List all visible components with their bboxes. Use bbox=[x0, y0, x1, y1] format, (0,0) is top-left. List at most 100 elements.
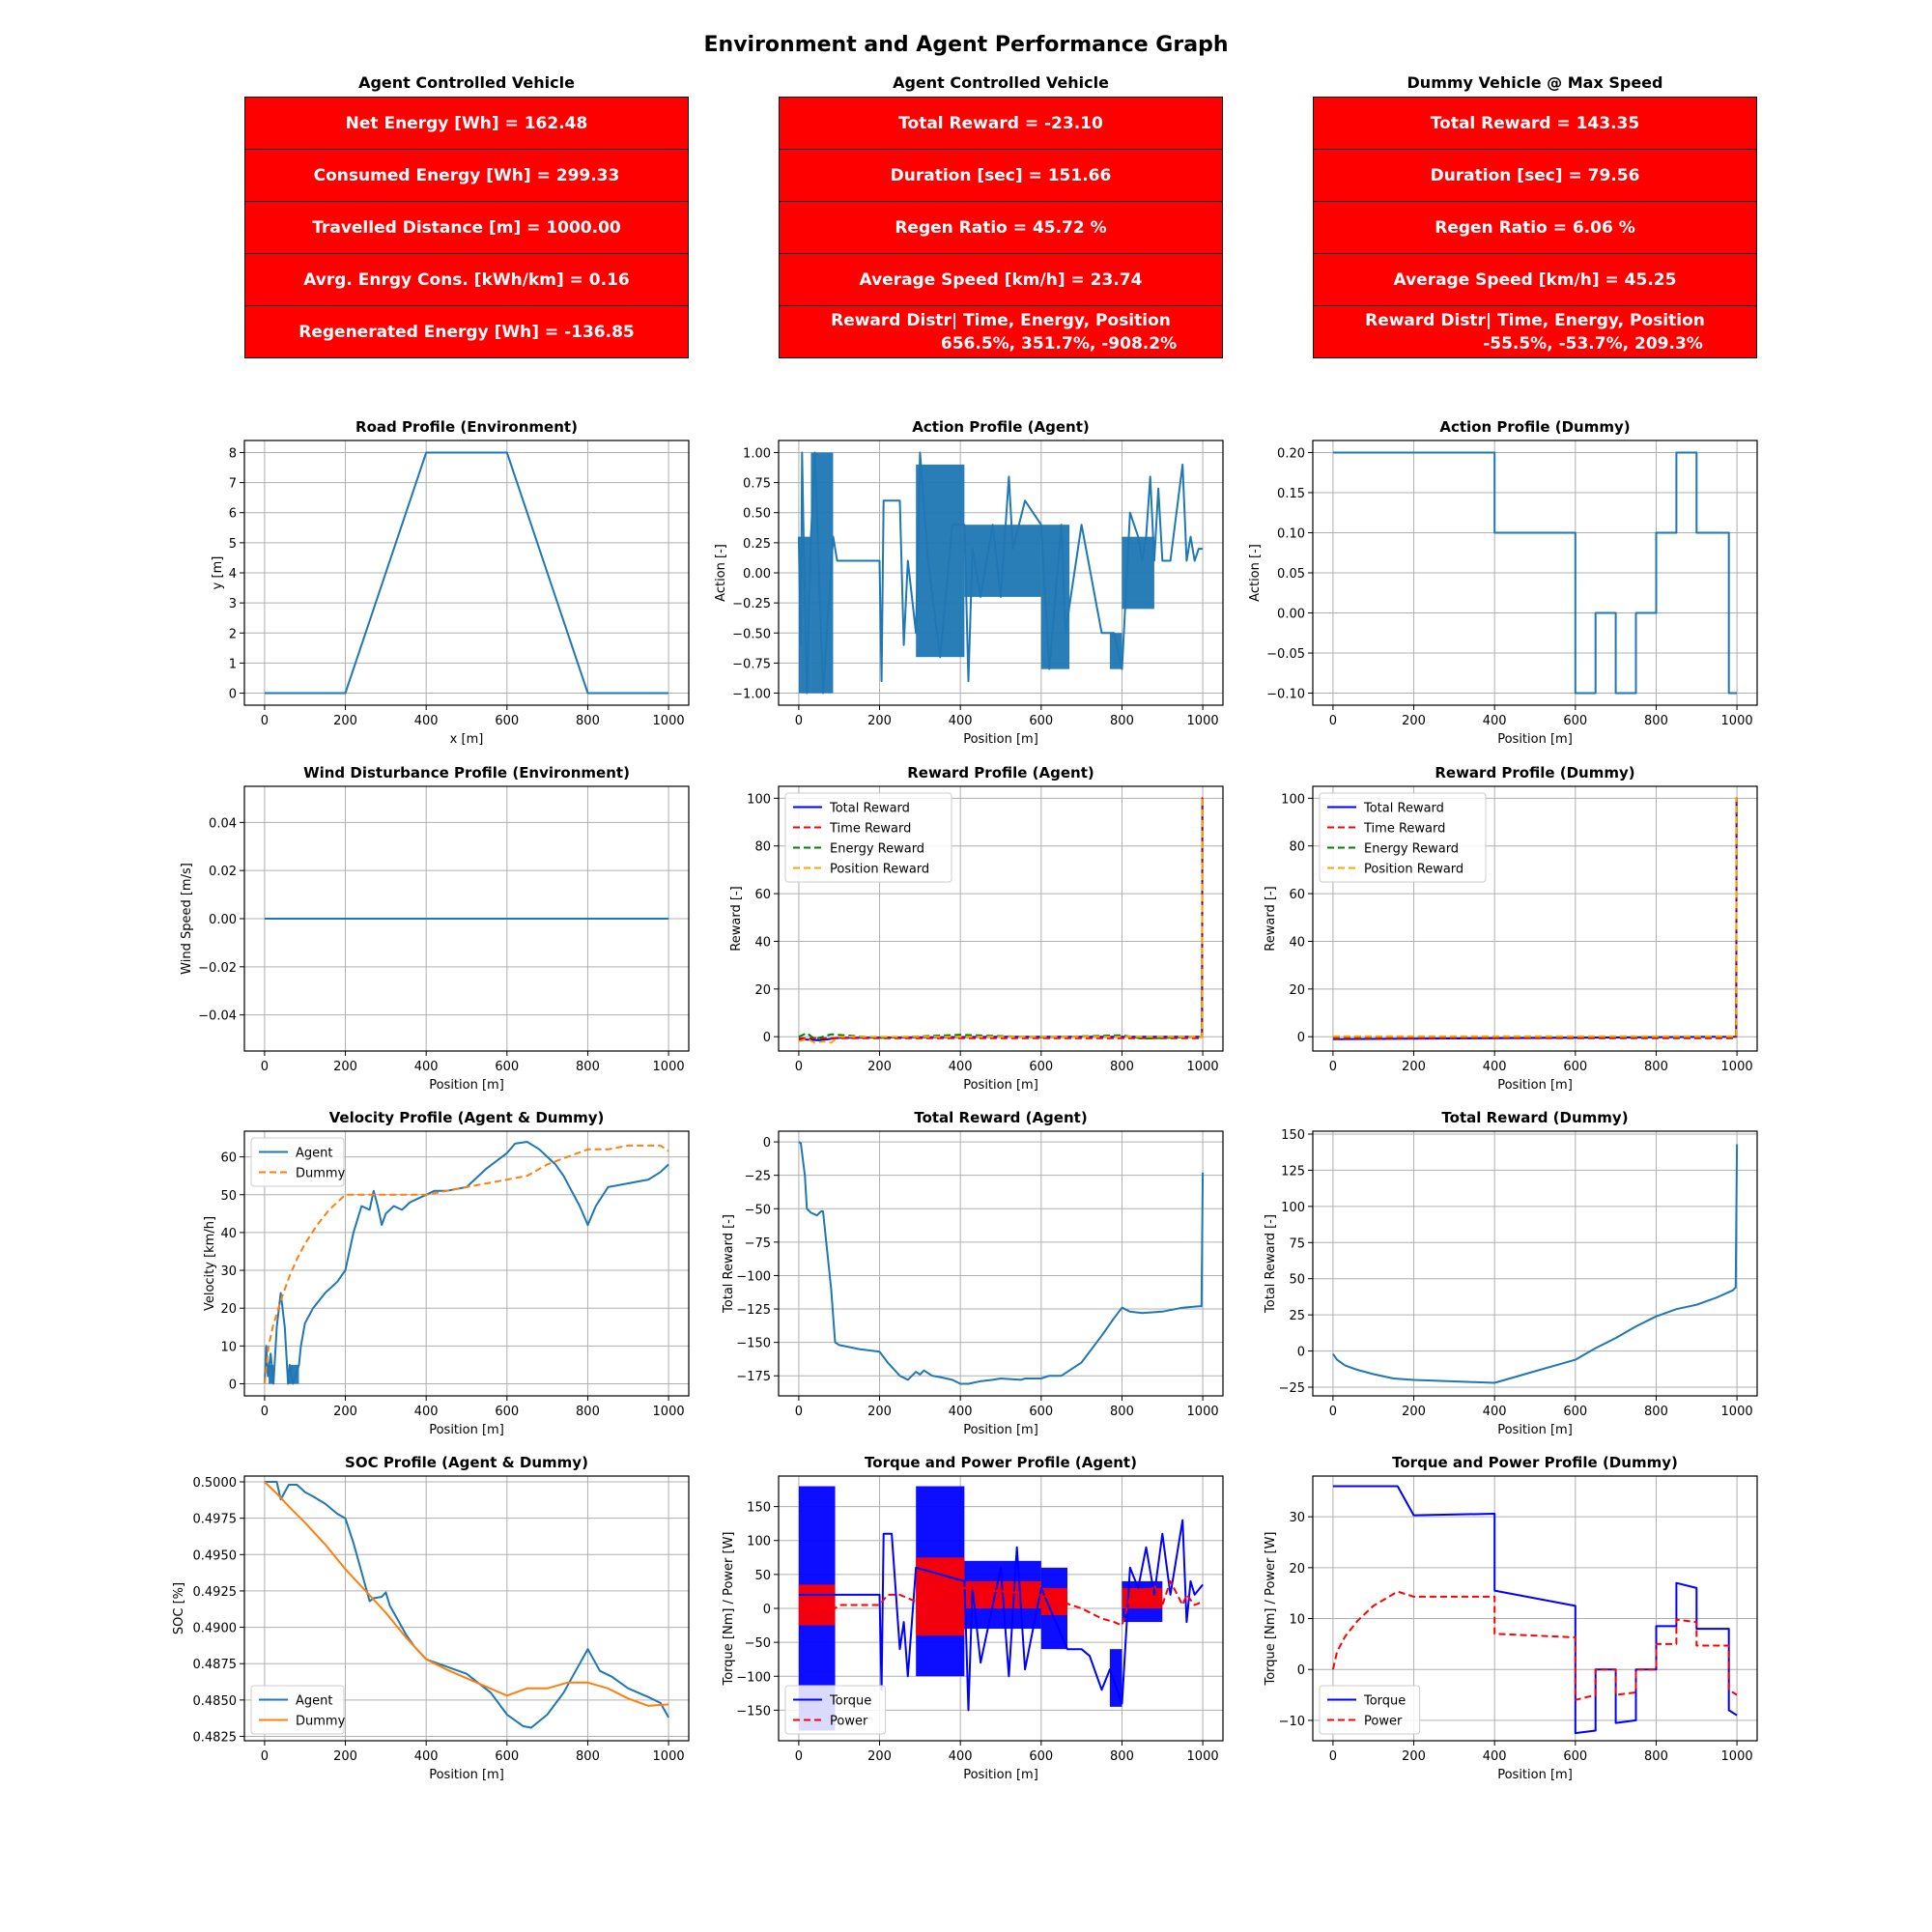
x-axis-label: Position [m] bbox=[1497, 1078, 1573, 1093]
y-tick-label: 20 bbox=[220, 1302, 237, 1317]
legend-entry: Time Reward bbox=[1363, 822, 1445, 837]
y-tick-label: −25 bbox=[745, 1170, 771, 1184]
x-tick-label: 600 bbox=[495, 1405, 519, 1419]
x-tick-label: 1000 bbox=[653, 1749, 685, 1764]
table-cell: Average Speed [km/h] = 45.25 bbox=[1313, 253, 1757, 306]
legend-entry: Time Reward bbox=[829, 822, 911, 837]
y-tick-label: −25 bbox=[1279, 1381, 1305, 1396]
plot-frame bbox=[1312, 1475, 1758, 1742]
y-tick-label: 0.00 bbox=[1277, 608, 1305, 622]
x-tick-label: 400 bbox=[949, 1405, 973, 1419]
legend-entry: Energy Reward bbox=[1364, 842, 1459, 857]
table-dummy-reward: Total Reward = 143.35 Duration [sec] = 7… bbox=[1313, 97, 1757, 358]
table-cell: Total Reward = -23.10 bbox=[779, 97, 1223, 150]
y-tick-label: 0.4875 bbox=[193, 1658, 238, 1672]
table-cell: Travelled Distance [m] = 1000.00 bbox=[244, 201, 689, 254]
x-tick-label: 1000 bbox=[1721, 1405, 1753, 1419]
x-tick-label: 1000 bbox=[1187, 1060, 1219, 1074]
x-tick-label: 800 bbox=[1644, 1405, 1668, 1419]
y-tick-label: 20 bbox=[754, 983, 771, 998]
x-axis-label: Position [m] bbox=[963, 1768, 1038, 1782]
y-tick-label: 60 bbox=[754, 888, 771, 902]
x-tick-label: 600 bbox=[495, 1749, 519, 1764]
table-cell: Total Reward = 143.35 bbox=[1313, 97, 1757, 150]
legend-box bbox=[784, 792, 952, 883]
legend-box bbox=[1319, 792, 1487, 883]
y-tick-label: 0 bbox=[763, 1031, 771, 1045]
y-tick-label: 0 bbox=[1297, 1031, 1305, 1045]
y-tick-label: −100 bbox=[736, 1670, 771, 1685]
y-tick-label: 125 bbox=[1281, 1164, 1305, 1179]
x-tick-label: 1000 bbox=[653, 1060, 685, 1074]
x-tick-label: 0 bbox=[1329, 1749, 1337, 1764]
y-tick-label: 0.4825 bbox=[193, 1730, 238, 1745]
series-line bbox=[264, 451, 669, 695]
plot-frame bbox=[778, 785, 1224, 1052]
y-tick-label: −50 bbox=[745, 1203, 771, 1217]
reward-distr-label: Reward Distr| Time, Energy, Position bbox=[1365, 310, 1705, 330]
table-agent-reward: Total Reward = -23.10 Duration [sec] = 1… bbox=[779, 97, 1223, 358]
x-tick-label: 200 bbox=[1402, 1749, 1426, 1764]
legend-entry: Power bbox=[830, 1715, 868, 1729]
y-tick-label: 0.05 bbox=[1277, 567, 1305, 582]
y-tick-label: 0.4975 bbox=[193, 1513, 238, 1527]
x-axis-label: Position [m] bbox=[1497, 1423, 1573, 1437]
x-axis-label: Position [m] bbox=[963, 1423, 1038, 1437]
plot-content bbox=[798, 1141, 1205, 1385]
y-tick-label: 40 bbox=[1289, 935, 1305, 950]
legend-entry: Dummy bbox=[296, 1167, 346, 1181]
y-tick-label: 10 bbox=[1289, 1613, 1305, 1628]
y-axis-label: Velocity [km/h] bbox=[203, 1216, 217, 1311]
x-axis-label: Position [m] bbox=[963, 732, 1038, 747]
y-tick-label: 0.02 bbox=[209, 865, 237, 879]
y-tick-label: 8 bbox=[229, 446, 237, 461]
x-tick-label: 400 bbox=[414, 1060, 439, 1074]
y-tick-label: 0 bbox=[229, 688, 237, 702]
chart-wind: Wind Disturbance Profile (Environment) 0 2… bbox=[180, 764, 690, 1093]
plot-frame bbox=[1312, 785, 1758, 1052]
y-tick-label: 0 bbox=[1297, 1663, 1305, 1678]
y-tick-label: 10 bbox=[220, 1340, 237, 1354]
y-tick-label: −0.05 bbox=[1266, 647, 1305, 662]
y-tick-label: 150 bbox=[1281, 1128, 1305, 1143]
x-tick-label: 600 bbox=[1563, 714, 1587, 728]
x-tick-label: 200 bbox=[1402, 714, 1426, 728]
y-tick-label: 80 bbox=[754, 840, 771, 855]
x-tick-label: 400 bbox=[414, 714, 439, 728]
series-line bbox=[798, 1141, 1205, 1385]
legend-entry: Energy Reward bbox=[830, 842, 924, 857]
x-tick-label: 200 bbox=[867, 1749, 892, 1764]
y-tick-label: 0.4950 bbox=[193, 1548, 238, 1563]
x-tick-label: 400 bbox=[949, 714, 973, 728]
legend-entry: Position Reward bbox=[1364, 863, 1463, 877]
y-tick-label: 0 bbox=[763, 1136, 771, 1151]
x-tick-label: 800 bbox=[1110, 1405, 1134, 1419]
chart-title: Action Profile (Dummy) bbox=[1439, 418, 1630, 436]
y-tick-label: 6 bbox=[229, 507, 237, 522]
y-tick-label: 100 bbox=[747, 1535, 771, 1549]
x-tick-label: 800 bbox=[1110, 1060, 1134, 1074]
y-tick-label: 25 bbox=[1289, 1309, 1305, 1323]
legend-entry: Total Reward bbox=[1363, 802, 1444, 816]
y-tick-label: 0.00 bbox=[209, 913, 237, 927]
legend: Agent Dummy bbox=[250, 1137, 346, 1187]
plot-content bbox=[1332, 1144, 1739, 1384]
x-tick-label: 200 bbox=[1402, 1060, 1426, 1074]
legend-entry: Dummy bbox=[296, 1715, 346, 1729]
chart-title: Wind Disturbance Profile (Environment) bbox=[303, 764, 630, 781]
y-tick-label: 0.20 bbox=[1277, 446, 1305, 461]
y-tick-label: 3 bbox=[229, 597, 237, 611]
legend-entry: Agent bbox=[296, 1694, 332, 1709]
legend: Torque Power bbox=[1319, 1685, 1421, 1735]
series-line bbox=[263, 1141, 669, 1385]
x-tick-label: 600 bbox=[1029, 1060, 1053, 1074]
y-axis-label: SOC [%] bbox=[172, 1582, 186, 1634]
reward-distr-values: -55.5%, -53.7%, 209.3% bbox=[1483, 333, 1703, 354]
y-tick-label: 40 bbox=[754, 935, 771, 950]
legend-box bbox=[784, 1685, 887, 1735]
x-tick-label: 1000 bbox=[653, 714, 685, 728]
y-tick-label: 0.5000 bbox=[193, 1476, 238, 1491]
table-cell: Consumed Energy [Wh] = 299.33 bbox=[244, 149, 689, 202]
x-tick-label: 400 bbox=[1483, 1405, 1507, 1419]
x-tick-label: 800 bbox=[576, 1405, 600, 1419]
